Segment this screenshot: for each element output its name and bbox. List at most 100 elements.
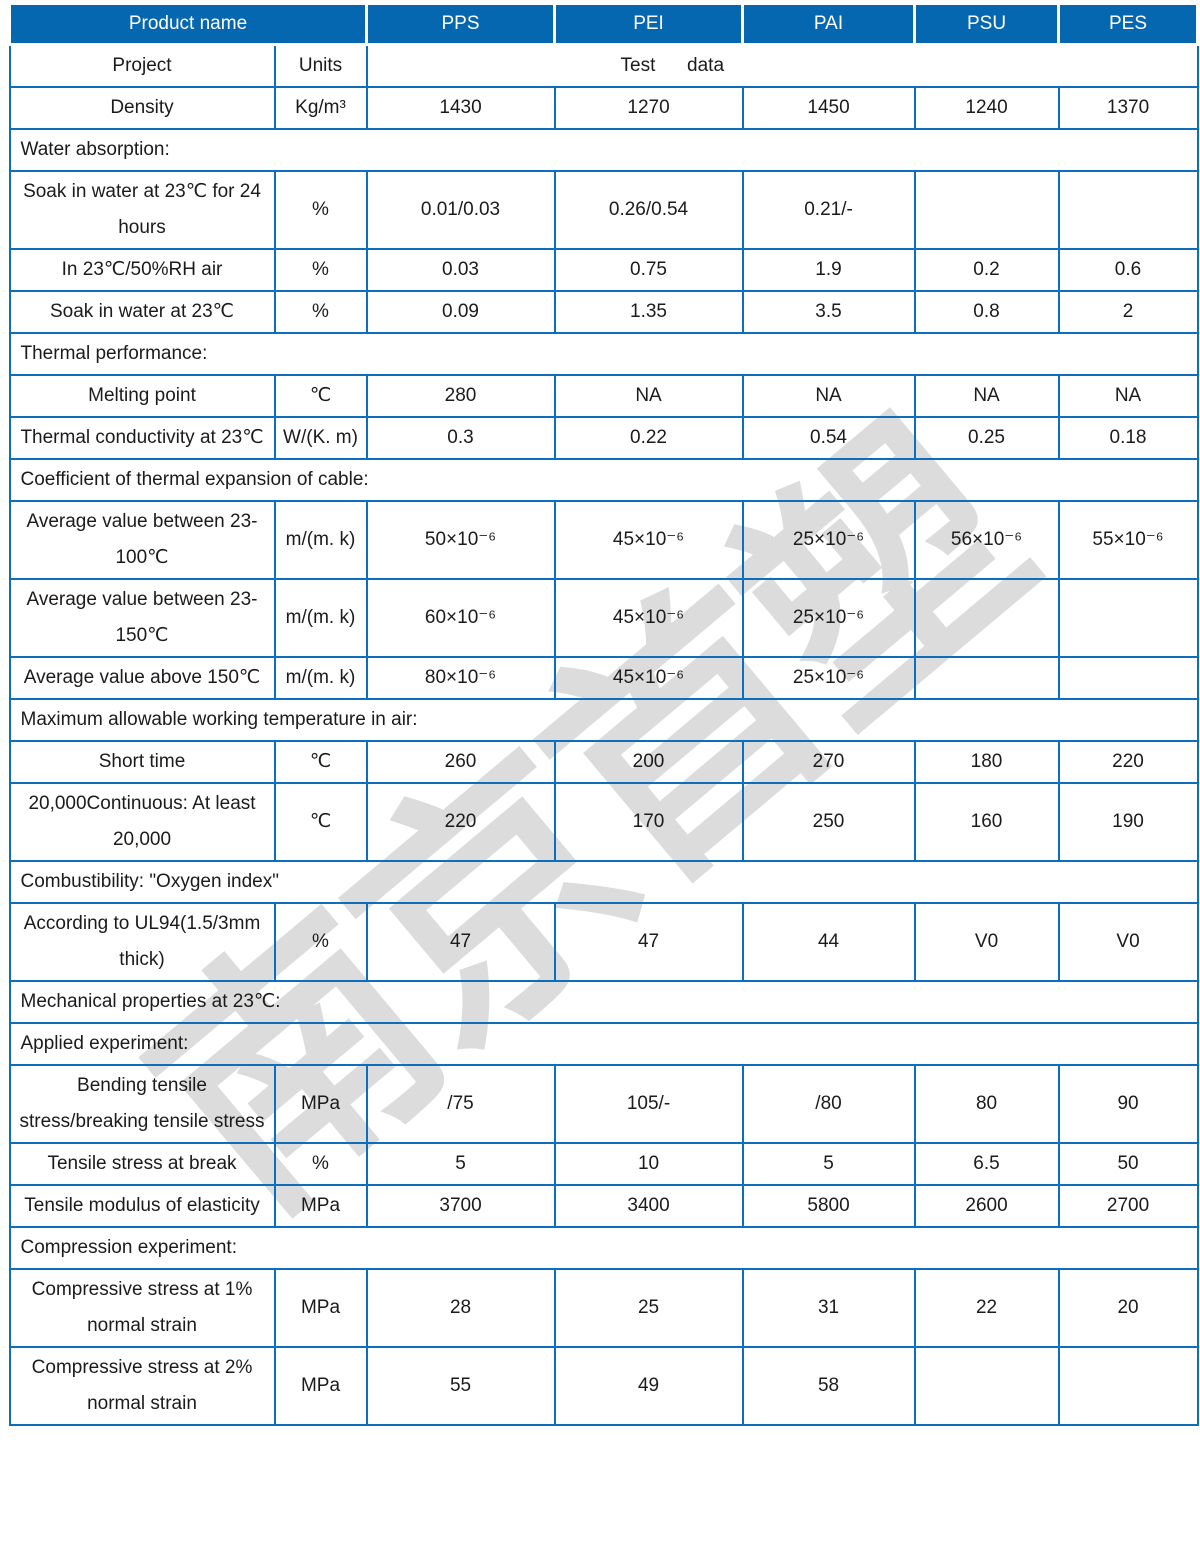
row-units: W/(K. m) <box>273 416 368 460</box>
value-cell: 56×10⁻⁶ <box>913 500 1060 580</box>
table-row: Average value between 23-100℃ m/(m. k) 50×… <box>8 500 1199 580</box>
table-row: Average value between 23-150℃ m/(m. k) 60×… <box>8 578 1199 658</box>
col-header-material: PSU <box>913 5 1061 46</box>
value-cell: NA <box>741 374 916 418</box>
row-units: m/(m. k) <box>273 656 368 700</box>
value-cell: 0.09 <box>365 290 556 334</box>
table-row: Compressive stress at 1% normal strain MP… <box>8 1268 1199 1348</box>
table-row: Average value above 150℃ m/(m. k) 80×10⁻⁶ 4… <box>8 656 1199 700</box>
table-row: According to UL94(1.5/3mm thick)% 47 47 44 V… <box>8 902 1199 982</box>
value-cell: 220 <box>1057 740 1199 784</box>
table-row: In 23℃/50%RH air% 0.03 0.75 1.9 0.2 0.6 <box>8 248 1199 292</box>
table-header-row: Product name PPS PEI PAI PSU PES <box>7 5 1200 46</box>
value-cell: 58 <box>741 1346 916 1426</box>
table-row: Tensile stress at break% 5 10 5 6.5 50 <box>8 1142 1199 1186</box>
value-cell: NA <box>913 374 1060 418</box>
value-cell: 0.03 <box>365 248 556 292</box>
row-label: Bending tensile stress/breaking tensile … <box>8 1064 276 1144</box>
table-row: Short time ℃ 260 200 270 180 220 <box>8 740 1199 784</box>
value-cell: 0.75 <box>553 248 744 292</box>
value-cell: 0.54 <box>741 416 916 460</box>
row-label: Average value above 150℃ <box>8 656 276 700</box>
row-units: % <box>273 170 368 250</box>
value-cell: 5800 <box>741 1184 916 1228</box>
table-row: Thermal performance: <box>8 332 1199 376</box>
value-cell: 1240 <box>913 86 1060 130</box>
value-cell: 2 <box>1057 290 1199 334</box>
value-cell <box>913 656 1060 700</box>
row-units: % <box>273 1142 368 1186</box>
row-label: Compressive stress at 2% normal strain <box>8 1346 276 1426</box>
table-row: Water absorption: <box>8 128 1199 172</box>
value-cell: 220 <box>365 782 556 862</box>
value-cell: 45×10⁻⁶ <box>553 500 744 580</box>
row-label: Density <box>8 86 276 130</box>
value-cell: 20 <box>1057 1268 1199 1348</box>
table-row: Project Units Test data <box>8 43 1199 88</box>
col-header-product-name: Product name <box>7 5 369 46</box>
table-row: Density Kg/m³ 1430 1270 1450 1240 1370 <box>8 86 1199 130</box>
row-label: Compressive stress at 1% normal strain <box>8 1268 276 1348</box>
section-label: Applied experiment: <box>8 1022 1199 1066</box>
value-cell: 90 <box>1057 1064 1199 1144</box>
value-cell: 160 <box>913 782 1060 862</box>
value-cell <box>913 578 1060 658</box>
value-cell: 28 <box>365 1268 556 1348</box>
value-cell: V0 <box>913 902 1060 982</box>
value-cell: 3700 <box>365 1184 556 1228</box>
value-cell: 1430 <box>365 86 556 130</box>
value-cell: 80×10⁻⁶ <box>365 656 556 700</box>
value-cell <box>1057 656 1199 700</box>
value-cell: 260 <box>365 740 556 784</box>
value-cell: 0.22 <box>553 416 744 460</box>
value-cell: 5 <box>365 1142 556 1186</box>
material-properties-table: Product name PPS PEI PAI PSU PES Project Units… <box>7 5 1200 1426</box>
row-units: ℃ <box>273 782 368 862</box>
col-header-material: PPS <box>365 5 557 46</box>
value-cell: 0.01/0.03 <box>365 170 556 250</box>
value-cell: 280 <box>365 374 556 418</box>
value-cell: 50×10⁻⁶ <box>365 500 556 580</box>
value-cell: 0.25 <box>913 416 1060 460</box>
value-cell <box>913 170 1060 250</box>
section-label: Thermal performance: <box>8 332 1199 376</box>
value-cell: 2600 <box>913 1184 1060 1228</box>
row-label: Project <box>8 43 276 88</box>
row-label: Melting point <box>8 374 276 418</box>
value-cell: 3.5 <box>741 290 916 334</box>
row-label: Short time <box>8 740 276 784</box>
value-cell: 25×10⁻⁶ <box>741 656 916 700</box>
section-label: Mechanical properties at 23℃: <box>8 980 1199 1024</box>
value-cell: 47 <box>553 902 744 982</box>
row-units: % <box>273 902 368 982</box>
row-label: Average value between 23-150℃ <box>8 578 276 658</box>
table-row: 20,000Continuous: At least 20,000 ℃ 220 170… <box>8 782 1199 862</box>
value-cell: 180 <box>913 740 1060 784</box>
value-cell: 5 <box>741 1142 916 1186</box>
value-cell <box>1057 1346 1199 1426</box>
value-cell: 0.3 <box>365 416 556 460</box>
col-header-material: PAI <box>741 5 917 46</box>
row-units: ℃ <box>273 740 368 784</box>
row-units: % <box>273 248 368 292</box>
value-cell: 60×10⁻⁶ <box>365 578 556 658</box>
table-row: Soak in water at 23℃% 0.09 1.35 3.5 0.8 2 <box>8 290 1199 334</box>
table-row: Melting point ℃ 280 NA NA NA NA <box>8 374 1199 418</box>
table-row: Soak in water at 23℃ for 24 hours% 0.01/0… <box>8 170 1199 250</box>
value-cell: 0.21/- <box>741 170 916 250</box>
merged-test-data-cell: Test data <box>365 43 1199 88</box>
section-label: Coefficient of thermal expansion of cabl… <box>8 458 1199 502</box>
value-cell: /75 <box>365 1064 556 1144</box>
table-row: Applied experiment: <box>8 1022 1199 1066</box>
value-cell: 45×10⁻⁶ <box>553 656 744 700</box>
row-units: ℃ <box>273 374 368 418</box>
table-row: Bending tensile stress/breaking tensile … <box>8 1064 1199 1144</box>
value-cell: 105/- <box>553 1064 744 1144</box>
table-row: Mechanical properties at 23℃: <box>8 980 1199 1024</box>
row-units: MPa <box>273 1346 368 1426</box>
table-row: Coefficient of thermal expansion of cabl… <box>8 458 1199 502</box>
value-cell: 0.26/0.54 <box>553 170 744 250</box>
value-cell: 31 <box>741 1268 916 1348</box>
col-header-material: PES <box>1057 5 1200 46</box>
